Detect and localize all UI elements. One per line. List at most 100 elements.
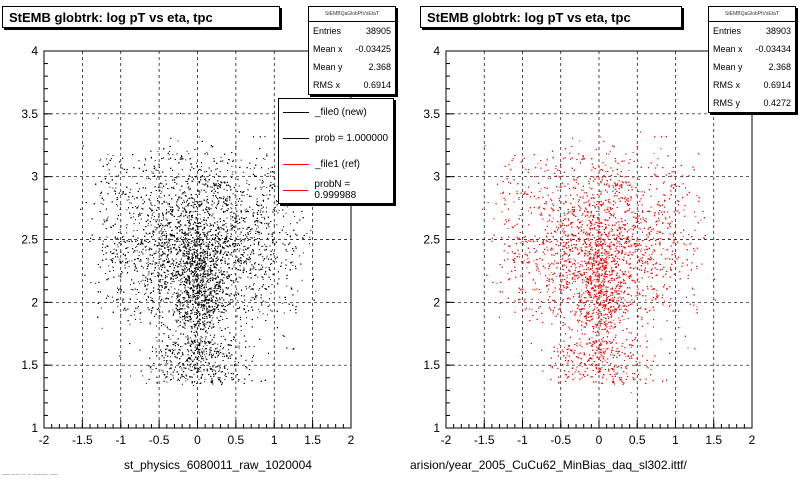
data-point [182,364,184,366]
data-point [120,164,122,166]
data-point [266,257,268,259]
data-point [174,264,176,266]
data-point [196,294,198,296]
data-point [180,259,182,261]
data-point [225,373,227,375]
data-point [166,373,168,375]
data-point [107,153,109,155]
data-point [114,166,116,168]
data-point [216,283,218,285]
data-point [266,194,268,196]
data-point [165,231,167,233]
data-point [212,277,214,279]
data-point [158,241,160,243]
data-point [223,335,225,337]
data-point [182,269,184,271]
data-point [234,259,236,261]
data-point [158,318,160,320]
data-point [260,253,262,255]
data-point [170,249,172,251]
data-point [191,359,193,361]
data-point [229,212,231,214]
data-point [248,227,250,229]
data-point [256,225,258,227]
data-point [203,232,205,234]
data-point [173,344,175,346]
data-point [215,184,217,186]
data-point [113,248,115,250]
data-point [173,292,175,294]
data-point [273,224,275,226]
data-point [259,179,261,181]
data-point [253,253,255,255]
data-point [156,219,158,221]
data-point [198,226,200,228]
data-point [155,348,157,350]
data-point [204,378,206,380]
data-point [136,230,138,232]
data-point [177,343,179,345]
data-point [179,349,181,351]
data-point [226,230,228,232]
data-point [192,201,194,203]
data-point [195,344,197,346]
data-point [215,297,217,299]
data-point [171,277,173,279]
data-point [187,313,189,315]
data-point [162,371,164,373]
data-point [197,268,199,270]
data-point [194,200,196,202]
data-point [163,263,165,265]
data-point [237,300,239,302]
data-point [169,252,171,254]
data-point [233,336,235,338]
data-point [191,339,193,341]
data-point [183,298,185,300]
data-point [192,360,194,362]
data-point [147,258,149,260]
data-point [186,241,188,243]
data-point [209,238,211,240]
data-point [119,229,121,231]
data-point [197,252,199,254]
data-point [203,235,205,237]
data-point [134,307,136,309]
data-point [219,251,221,253]
data-point [172,341,174,343]
data-point [149,321,151,323]
data-point [185,238,187,240]
data-point [170,209,172,211]
data-point [231,273,233,275]
data-point [299,255,301,257]
data-point [235,346,237,348]
data-point [193,273,195,275]
data-point [289,310,291,312]
data-point [120,271,122,273]
data-point [107,216,109,218]
data-point [219,369,221,371]
data-point [143,283,145,285]
data-point [209,293,211,295]
data-point [226,354,228,356]
data-point [184,234,186,236]
data-point [165,179,167,181]
data-point [147,297,149,299]
data-point [206,275,208,277]
data-point [219,239,221,241]
data-point [241,192,243,194]
data-point [100,202,102,204]
data-point [112,187,114,189]
data-point [200,166,202,168]
data-point [189,281,191,283]
data-point [233,294,235,296]
data-point [191,351,193,353]
data-point [177,246,179,248]
data-point [166,255,168,257]
data-point [171,230,173,232]
data-point [201,350,203,352]
data-point [296,234,298,236]
data-point [215,281,217,283]
data-point [195,277,197,279]
data-point [188,174,190,176]
data-point [160,244,162,246]
